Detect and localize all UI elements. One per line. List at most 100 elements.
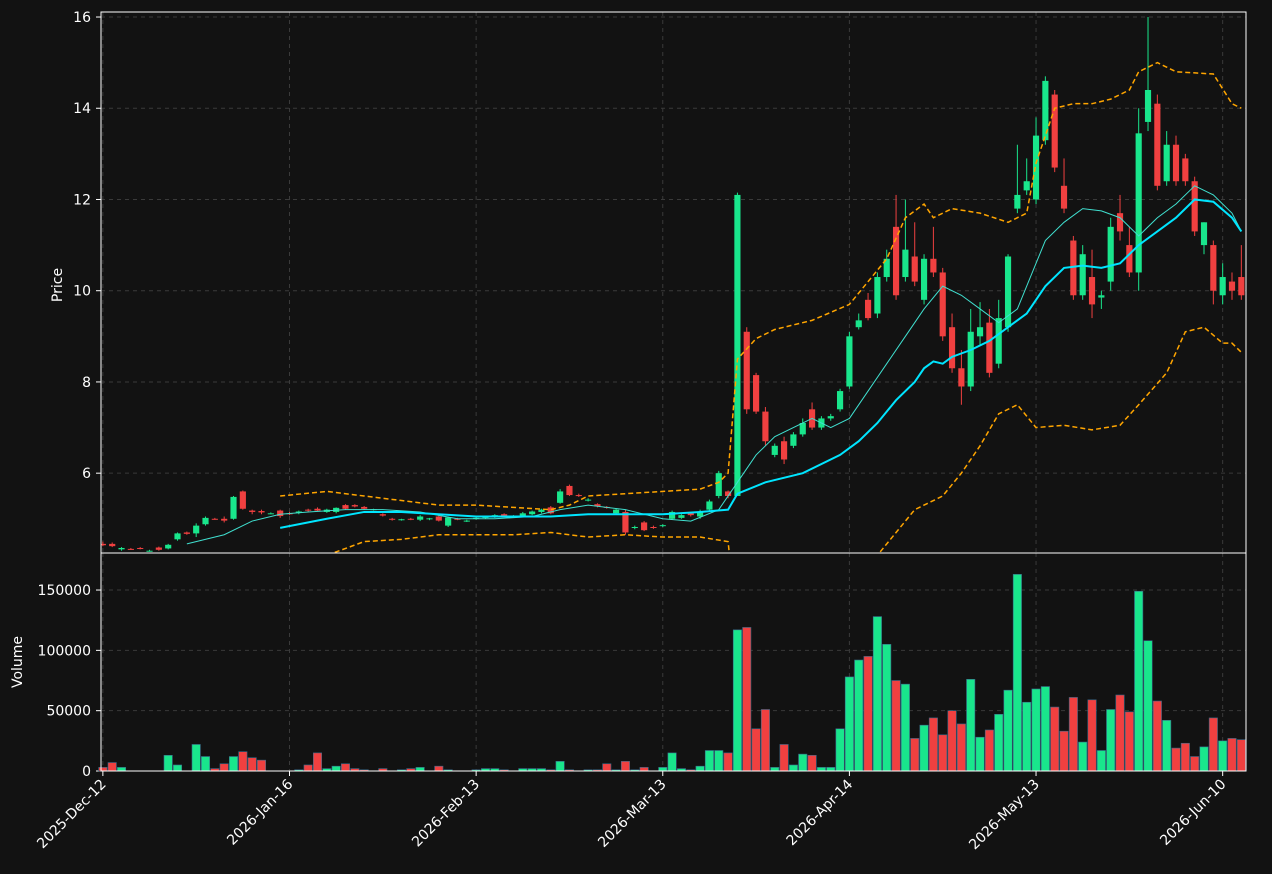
volume-bar: [984, 729, 994, 772]
volume-bar: [1143, 640, 1153, 772]
candle-body: [155, 547, 162, 550]
candle-body: [295, 511, 302, 513]
volume-bar: [1078, 741, 1088, 772]
candle-body: [547, 507, 554, 514]
candle-body: [687, 513, 694, 516]
x-tick-label: 2026-May-13: [966, 777, 1043, 854]
candle-body: [1191, 181, 1198, 232]
volume-bar: [863, 656, 873, 772]
volume-bar: [714, 750, 724, 772]
candle-body: [1014, 194, 1021, 209]
volume-bar: [900, 683, 910, 772]
candle-body: [1135, 133, 1142, 273]
candle-body: [892, 226, 900, 296]
volume-bar: [1106, 709, 1116, 772]
candle-body: [417, 516, 424, 520]
volume-bar: [1012, 574, 1022, 772]
volume-bar: [312, 752, 322, 772]
candle-body: [622, 511, 629, 533]
candle-body: [127, 548, 134, 550]
candle-body: [557, 491, 564, 503]
candle-body: [827, 416, 834, 419]
candle-body: [725, 491, 732, 496]
volume-bar: [788, 764, 798, 772]
candle-body: [118, 547, 125, 550]
candle-body: [101, 543, 106, 546]
candle-body: [193, 525, 200, 534]
candle-body: [986, 322, 993, 373]
volume-bar: [163, 755, 173, 772]
candle-body: [911, 256, 918, 282]
volume-axis-label: Volume: [10, 636, 26, 688]
candle-body: [501, 514, 508, 516]
volume-bar: [854, 659, 864, 772]
volume-bar: [303, 764, 313, 772]
volume-bar: [658, 767, 668, 772]
candle-body: [799, 422, 806, 435]
volume-bar: [1115, 694, 1125, 772]
candle-body: [398, 519, 405, 521]
candle-body: [239, 491, 246, 509]
volume-bar: [966, 679, 976, 772]
x-tick-label: 2026-Apr-14: [784, 776, 857, 849]
candle-body: [165, 544, 172, 549]
volume-bar: [107, 762, 117, 772]
candle-body: [538, 509, 545, 512]
candle-body: [202, 517, 209, 525]
candle-body: [1210, 245, 1217, 291]
candle-body: [1070, 240, 1077, 296]
volume-bar: [667, 752, 677, 772]
candle-body: [930, 258, 937, 273]
x-tick-label: 2026-Jun-10: [1157, 777, 1229, 849]
volume-bar: [1227, 738, 1237, 772]
candle-body: [342, 505, 349, 509]
candle-body: [435, 516, 442, 521]
candle-body: [706, 501, 713, 510]
candle-body: [753, 375, 760, 412]
candle-body: [846, 336, 853, 387]
volume-bar: [98, 767, 108, 772]
volume-bar: [994, 713, 1004, 772]
volume-bar: [1199, 746, 1209, 772]
candle-body: [669, 511, 676, 519]
candle-body: [1042, 80, 1049, 141]
candle-body: [958, 368, 965, 387]
candle-body: [277, 510, 284, 517]
volume-bar: [434, 765, 444, 772]
volume-tick-label: 150000: [38, 583, 91, 599]
candle-body: [146, 550, 153, 552]
candle-body: [267, 513, 274, 515]
volume-bar: [340, 763, 350, 772]
candle-body: [1172, 144, 1180, 182]
candle-body: [445, 517, 452, 526]
candle-body: [734, 194, 741, 496]
y-tick-label: 12: [73, 192, 91, 208]
volume-bar: [751, 728, 761, 772]
candle-body: [1154, 103, 1161, 186]
volume-bar: [331, 765, 341, 772]
candle-body: [864, 299, 872, 319]
volume-tick-label: 50000: [46, 704, 91, 720]
volume-bar: [1040, 686, 1050, 772]
y-tick-label: 14: [73, 101, 91, 117]
candle-body: [258, 511, 265, 513]
volume-bar: [191, 744, 201, 772]
candle-body: [137, 547, 144, 549]
volume-bar: [844, 676, 854, 772]
overlay-line: [330, 326, 1242, 553]
candle-body: [1004, 256, 1012, 328]
x-tick-label: 2026-Mar-13: [595, 777, 669, 851]
candle-body: [743, 331, 750, 410]
candle-body: [109, 543, 116, 547]
y-tick-label: 16: [73, 10, 91, 26]
volume-bar: [770, 767, 780, 772]
candle-body: [529, 511, 536, 515]
volume-bar: [1003, 689, 1013, 772]
volume-bar: [117, 767, 127, 772]
candle-body: [948, 327, 956, 369]
volume-bar: [835, 728, 845, 772]
volume-bar: [555, 761, 565, 772]
volume-bar: [947, 710, 957, 772]
volume-bar: [1096, 750, 1106, 772]
